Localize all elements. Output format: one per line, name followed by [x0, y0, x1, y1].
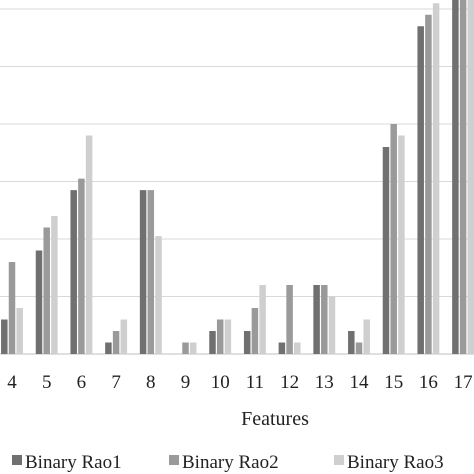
- legend-label: Binary Rao1: [25, 452, 122, 473]
- bar: [112, 331, 120, 354]
- bar: [398, 135, 405, 354]
- bar: [8, 262, 16, 354]
- bar: [216, 319, 224, 354]
- bars: [1, 0, 474, 354]
- bar: [363, 319, 370, 354]
- bar: [155, 236, 162, 354]
- bar: [70, 190, 77, 354]
- bar: [189, 342, 197, 354]
- bar: [1, 319, 8, 354]
- x-tick-label: 5: [42, 372, 52, 393]
- bar: [16, 308, 23, 354]
- bar: [51, 216, 58, 354]
- x-tick-label: 6: [77, 372, 87, 393]
- bar: [313, 285, 320, 354]
- bar: [348, 331, 355, 354]
- legend-swatch: [12, 455, 22, 465]
- bar: [321, 285, 328, 354]
- x-tick-label: 12: [280, 372, 299, 393]
- bar: [390, 124, 397, 354]
- bar: [417, 26, 424, 354]
- bar: [243, 331, 251, 354]
- legend-label: Binary Rao2: [182, 452, 279, 473]
- x-tick-label: 13: [315, 372, 334, 393]
- x-tick-label: 14: [350, 372, 370, 393]
- x-axis-title: Features: [241, 408, 309, 430]
- bar: [259, 285, 266, 354]
- bar: [251, 308, 259, 354]
- bar: [209, 331, 216, 354]
- legend-label: Binary Rao3: [347, 452, 444, 473]
- x-tick-label: 7: [111, 372, 121, 393]
- x-tick-label: 17: [454, 372, 473, 393]
- bar: [105, 342, 112, 354]
- x-tick-label: 16: [419, 372, 438, 393]
- bar: [224, 319, 232, 354]
- bar: [452, 0, 459, 354]
- bar: [467, 0, 474, 354]
- bar: [382, 147, 390, 354]
- bar: [147, 190, 155, 354]
- bar: [43, 227, 50, 354]
- x-tick-label: 8: [146, 372, 156, 393]
- x-tick-labels: 4 5 6 7 8 9 10 11 12 13 14 15 16 17: [7, 372, 472, 393]
- legend-swatch: [334, 455, 344, 465]
- x-tick-label: 11: [246, 372, 264, 393]
- bar: [278, 342, 286, 354]
- bar: [78, 178, 85, 354]
- x-tick-label: 15: [384, 372, 403, 393]
- bar: [120, 319, 128, 354]
- bar: [139, 190, 147, 354]
- legend-swatch: [169, 455, 179, 465]
- bar: [182, 342, 189, 354]
- bar: [286, 285, 293, 354]
- bar: [328, 296, 336, 354]
- legend: Binary Rao1 Binary Rao2 Binary Rao3: [12, 452, 444, 473]
- bar: [432, 3, 440, 354]
- bar: [459, 0, 467, 354]
- bar: [355, 342, 363, 354]
- bar: [85, 135, 93, 354]
- bar: [425, 14, 432, 354]
- x-tick-label: 10: [211, 372, 230, 393]
- bar: [35, 250, 43, 354]
- x-tick-label: 4: [7, 372, 17, 393]
- x-tick-label: 9: [181, 372, 191, 393]
- bar: [294, 342, 301, 354]
